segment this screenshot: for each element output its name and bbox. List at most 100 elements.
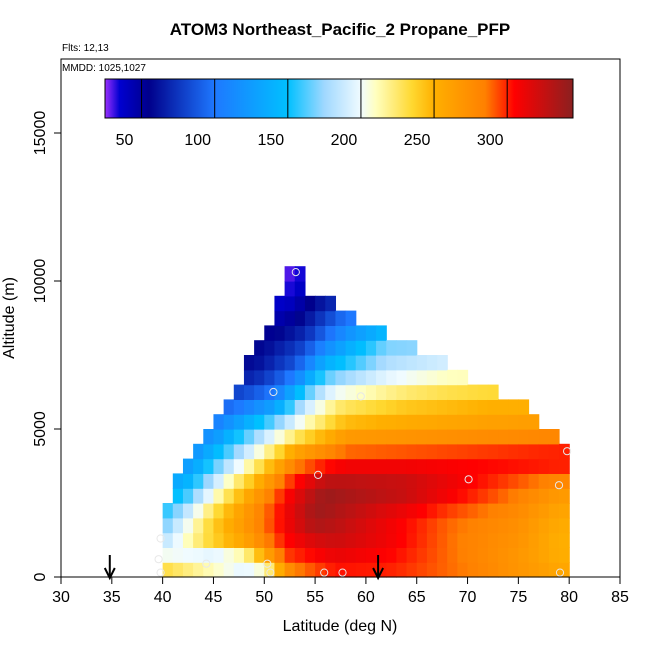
heatmap-cell	[467, 547, 479, 563]
heatmap-cell	[264, 547, 276, 563]
heatmap-cell	[304, 443, 316, 460]
heatmap-cell	[274, 547, 286, 563]
heatmap-cell	[457, 458, 469, 474]
heatmap-cell	[406, 399, 418, 415]
heatmap-cell	[315, 310, 326, 326]
heatmap-cell	[447, 517, 458, 534]
colorbar-tick-label: 200	[331, 132, 358, 149]
heatmap-cell	[437, 443, 448, 460]
heatmap-cell	[345, 325, 357, 341]
heatmap-cell	[467, 399, 479, 415]
heatmap-cell	[355, 369, 367, 386]
heatmap-cell	[386, 340, 397, 356]
heatmap-cell	[274, 414, 286, 430]
heatmap-cell	[437, 517, 448, 534]
heatmap-cell	[416, 562, 428, 578]
heatmap-cell	[457, 532, 469, 548]
heatmap-cell	[325, 532, 337, 548]
heatmap-cell	[376, 503, 387, 519]
heatmap-cell	[416, 429, 428, 445]
heatmap-cell	[264, 369, 276, 386]
heatmap-cell	[426, 414, 438, 430]
heatmap-cell	[304, 369, 316, 386]
heatmap-cell	[487, 429, 499, 445]
heatmap-cell	[213, 443, 225, 460]
heatmap-cell	[254, 547, 265, 563]
heatmap-cell	[274, 369, 286, 386]
heatmap-cell	[457, 503, 469, 519]
heatmap-cell	[162, 547, 174, 563]
heatmap-cell	[447, 547, 458, 563]
heatmap-cell	[274, 488, 286, 504]
heatmap-cell	[406, 562, 418, 578]
heatmap-cell	[426, 532, 438, 548]
heatmap-cell	[345, 399, 357, 415]
heatmap-cell	[396, 429, 408, 445]
heatmap-cell	[437, 369, 448, 386]
heatmap-cell	[518, 517, 530, 534]
heatmap-cell	[233, 473, 245, 489]
heatmap-cell	[528, 443, 540, 460]
heatmap-cell	[335, 369, 347, 386]
heatmap-cell	[203, 547, 215, 563]
sample-point	[356, 392, 365, 401]
heatmap-cell	[315, 562, 326, 578]
heatmap-cell	[325, 458, 337, 474]
heatmap-cell	[386, 429, 397, 445]
heatmap-cell	[233, 517, 245, 534]
heatmap-cell	[477, 429, 489, 445]
heatmap-cell	[528, 414, 540, 430]
heatmap-cell	[325, 384, 337, 400]
heatmap-cell	[284, 458, 296, 474]
heatmap-cell	[376, 369, 387, 386]
heatmap-cell	[447, 369, 458, 386]
heatmap-cell	[396, 458, 408, 474]
sample-point	[338, 568, 347, 577]
heatmap-cell	[487, 399, 499, 415]
heatmap-cell	[437, 562, 448, 578]
heatmap-cell	[376, 517, 387, 534]
heatmap-cell	[559, 532, 570, 548]
heatmap-cell	[538, 562, 550, 578]
heatmap-cell	[325, 473, 337, 489]
heatmap-cell	[437, 532, 448, 548]
heatmap-cell	[447, 429, 458, 445]
heatmap-cell	[294, 281, 306, 297]
heatmap-cell	[548, 429, 560, 445]
heatmap-cell	[447, 443, 458, 460]
heatmap-cell	[355, 473, 367, 489]
heatmap-cell	[172, 532, 184, 548]
heatmap-cell	[335, 384, 347, 400]
heatmap-cell	[376, 473, 387, 489]
heatmap-cell	[264, 488, 276, 504]
heatmap-cell	[294, 488, 306, 504]
heatmap-cell	[477, 488, 489, 504]
heatmap-cell	[182, 547, 194, 563]
heatmap-cell	[376, 547, 387, 563]
heatmap-cell	[365, 355, 377, 371]
heatmap-cell	[233, 429, 245, 445]
heatmap-cell	[559, 473, 570, 489]
heatmap-cell	[345, 340, 357, 356]
axes: 30 35 40 45 50 55 60 65 70 75 80 85 0 5000 10000 15000	[32, 111, 629, 606]
heatmap-cell	[182, 488, 194, 504]
heatmap-cell	[162, 532, 174, 548]
heatmap-cell	[213, 473, 225, 489]
heatmap-cell	[487, 384, 499, 400]
heatmap-cell	[254, 503, 265, 519]
heatmap-cell	[243, 473, 255, 489]
heatmap-cell	[233, 384, 245, 400]
heatmap-cell	[213, 562, 225, 578]
heatmap-cell	[386, 473, 397, 489]
heatmap-cell	[274, 503, 286, 519]
heatmap-cell	[386, 384, 397, 400]
heatmap-cell	[396, 503, 408, 519]
heatmap-cell	[284, 562, 296, 578]
heatmap-cell	[284, 399, 296, 415]
heatmap-cell	[528, 429, 540, 445]
heatmap-cell	[498, 517, 509, 534]
heatmap-cell	[233, 443, 245, 460]
heatmap-cell	[406, 355, 418, 371]
heatmap-cell	[345, 414, 357, 430]
heatmap-cell	[193, 503, 204, 519]
